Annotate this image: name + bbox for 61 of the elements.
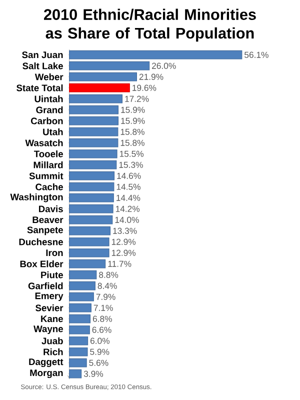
data-label: 8.8% (99, 272, 118, 278)
y-tick-label: Piute (41, 271, 63, 278)
y-tick-label: Utah (43, 128, 63, 136)
y-tick-label: Wayne (34, 326, 63, 334)
y-tick-label: Tooele (34, 150, 63, 158)
y-tick-label: Summit (29, 172, 64, 180)
data-label: 6.6% (92, 326, 112, 333)
data-label: 21.9% (139, 74, 164, 80)
data-label: 3.9% (84, 370, 104, 377)
y-tick-label: Rich (44, 348, 63, 356)
data-label: 15.8% (120, 128, 144, 135)
data-label: 19.6% (132, 84, 156, 91)
y-tick-label: Duchesne (19, 238, 63, 246)
data-label: 14.0% (115, 216, 139, 223)
y-tick-label: Uintah (34, 95, 63, 102)
data-label: 5.6% (89, 360, 108, 366)
data-label: 15.9% (121, 106, 145, 113)
data-label: 11.7% (108, 260, 132, 267)
data-label: 14.2% (116, 206, 140, 212)
y-tick-label: State Total (16, 84, 63, 92)
y-tick-label: Daggett (29, 358, 64, 368)
data-label: 13.3% (113, 228, 137, 234)
data-label: 6.8% (92, 316, 112, 322)
data-label: 14.6% (117, 172, 141, 179)
y-tick-label: Millard (34, 161, 63, 168)
y-tick-label: Garfield (28, 282, 63, 290)
data-label: 7.1% (94, 304, 113, 311)
y-tick-label: Sevier (36, 304, 64, 312)
data-label: 17.2% (125, 96, 149, 102)
y-tick-label: Iron (46, 250, 63, 256)
y-tick-label: Emery (35, 292, 64, 302)
y-tick-label: Wasatch (25, 139, 63, 146)
data-label: 12.9% (112, 250, 136, 256)
y-tick-label: Box Elder (20, 260, 64, 268)
y-tick-label: Weber (34, 73, 64, 80)
y-tick-label: Washington (10, 193, 63, 202)
y-tick-label: Carbon (30, 117, 63, 124)
data-label: 15.3% (119, 162, 143, 168)
data-label: 15.5% (120, 150, 144, 157)
data-label: 12.9% (112, 238, 136, 245)
y-tick-label: Sanpete (27, 226, 63, 236)
y-tick-label: Salt Lake (22, 62, 63, 70)
data-label: 26.0% (152, 62, 176, 69)
y-tick-label: Cache (36, 183, 63, 190)
data-label: 15.8% (120, 140, 144, 146)
y-tick-label: Beaver (32, 216, 64, 224)
data-label: 14.4% (116, 194, 140, 201)
y-tick-label: Morgan (30, 370, 63, 378)
data-label: 56.1% (244, 52, 268, 58)
y-tick-label: Kane (41, 316, 63, 322)
data-label: 8.4% (98, 282, 117, 289)
data-label: 14.5% (116, 184, 140, 190)
y-tick-label: San Juan (22, 52, 63, 58)
y-tick-label: Davis (39, 205, 63, 212)
y-tick-label: Grand (36, 106, 63, 114)
data-label: 7.9% (96, 294, 116, 300)
chart-title: 2010 Ethnic/Racial Minorities as Share of Total Population (44, 8, 256, 42)
data-label: 6.0% (90, 338, 110, 344)
y-tick-label: Juab (42, 337, 63, 344)
data-label: 5.9% (90, 348, 110, 355)
data-label: 15.9% (121, 118, 145, 124)
